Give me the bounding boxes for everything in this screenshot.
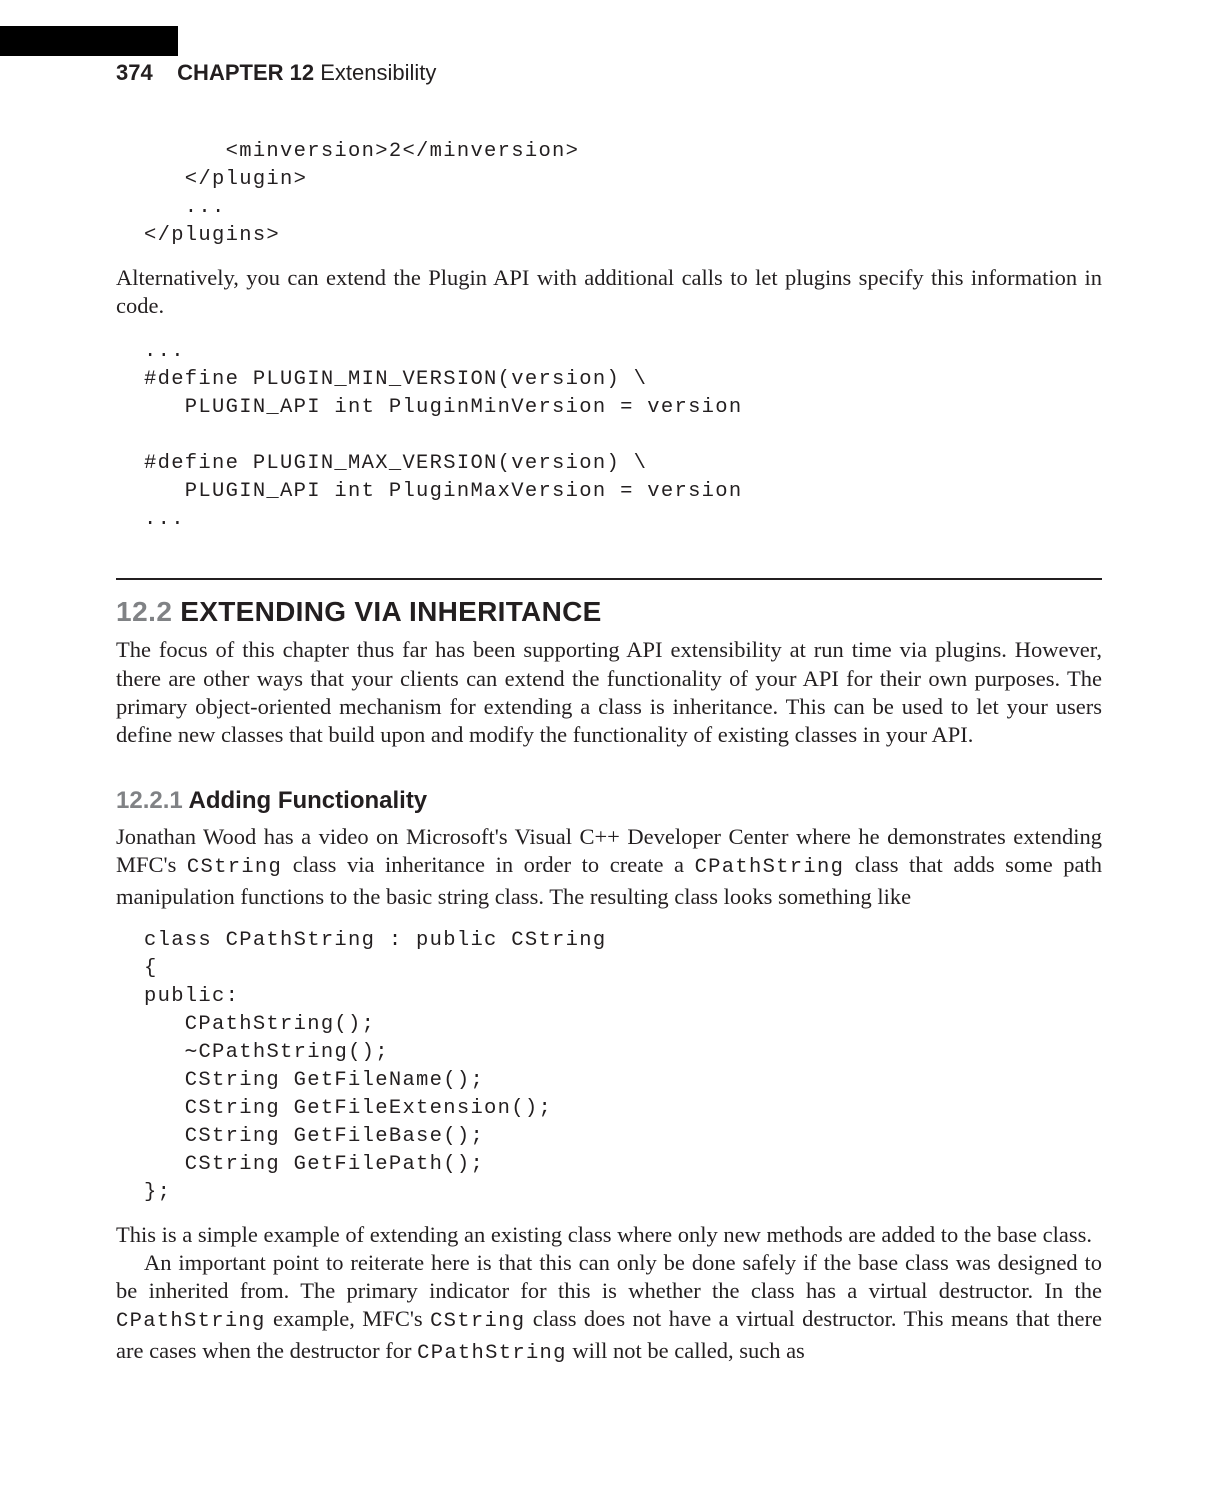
section-number: 12.2: [116, 596, 173, 627]
paragraph: The focus of this chapter thus far has b…: [116, 636, 1102, 749]
code-block-plugin-macros: ... #define PLUGIN_MIN_VERSION(version) …: [144, 338, 1102, 534]
section-heading: 12.2 EXTENDING VIA INHERITANCE: [116, 596, 1102, 628]
page: 374 CHAPTER 12 Extensibility <minversion…: [0, 0, 1216, 1500]
paragraph: An important point to reiterate here is …: [116, 1249, 1102, 1368]
text: will not be called, such as: [567, 1338, 805, 1363]
inline-code: CPathString: [417, 1342, 567, 1365]
paragraph: This is a simple example of extending an…: [116, 1221, 1102, 1249]
chapter-title: Extensibility: [320, 60, 436, 85]
inline-code: CPathString: [695, 856, 845, 879]
text: example, MFC's: [266, 1306, 430, 1331]
text: class via inheritance in order to create…: [282, 852, 694, 877]
code-block-plugins-xml: <minversion>2</minversion> </plugin> ...…: [144, 138, 1102, 250]
text: An important point to reiterate here is …: [116, 1250, 1102, 1303]
chapter-label: CHAPTER 12: [177, 60, 314, 85]
inline-code: CPathString: [116, 1310, 266, 1333]
inline-code: CString: [430, 1310, 525, 1333]
page-number: 374: [116, 60, 153, 85]
section-rule: [116, 578, 1102, 580]
paragraph: Alternatively, you can extend the Plugin…: [116, 264, 1102, 320]
subsection-number: 12.2.1: [116, 787, 183, 814]
inline-code: CString: [187, 856, 282, 879]
paragraph: Jonathan Wood has a video on Microsoft's…: [116, 823, 1102, 911]
subsection-heading: 12.2.1 Adding Functionality: [116, 787, 1102, 815]
code-block-cpathstring: class CPathString : public CString { pub…: [144, 927, 1102, 1207]
subsection-title: Adding Functionality: [189, 787, 428, 814]
running-header: 374 CHAPTER 12 Extensibility: [116, 60, 436, 86]
header-tab: [0, 26, 178, 56]
section-title: EXTENDING VIA INHERITANCE: [180, 596, 601, 627]
content-area: <minversion>2</minversion> </plugin> ...…: [116, 138, 1102, 1368]
